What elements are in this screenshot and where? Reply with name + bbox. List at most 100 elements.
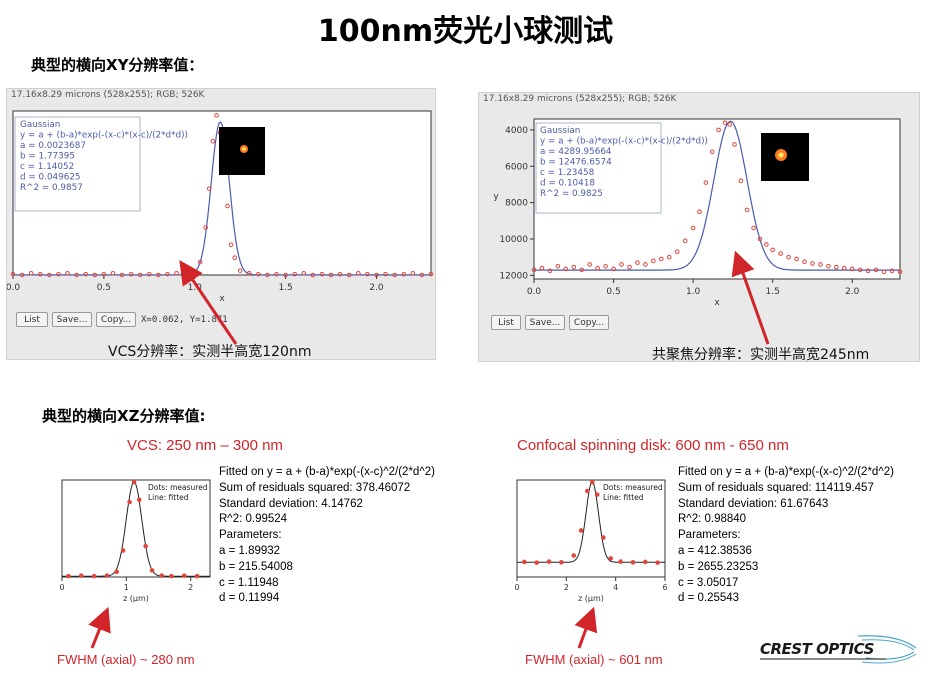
data-point [232,255,238,261]
data-point [194,573,200,579]
data-point [206,186,212,191]
vcs-axial-range: VCS: 250 nm – 300 nm [127,437,283,454]
data-point [37,271,43,277]
data-point [274,271,279,277]
chart-legend-entry: Line: fitted [603,493,644,502]
page-title: 100nm荧光小球测试 [317,14,614,49]
panel-header: 17.16x8.29 microns (528x255); RGB; 526K [483,94,677,104]
data-point [149,568,155,573]
y-tick-label: 6000 [505,162,528,172]
x-tick-label: 1 [124,583,129,592]
plot-area [516,479,666,578]
data-point [651,258,656,264]
data-point [79,573,84,578]
data-point [228,242,234,248]
data-point [28,270,34,276]
x-tick-label: 6 [662,583,667,592]
data-point [147,271,152,277]
data-point [643,262,648,267]
data-point [655,560,660,565]
data-point [392,272,397,278]
fit-param-line: R^2 = 0.9825 [540,189,603,199]
fit-param-line: c = 1.14052 [20,162,74,172]
data-point [203,225,208,230]
data-point [265,272,270,278]
data-point [346,272,352,278]
data-point [578,528,584,533]
copy-button[interactable]: Copy... [96,312,136,327]
data-point [627,264,632,270]
save-button[interactable]: Save... [52,312,92,327]
x-tick-label: 0.0 [527,287,542,297]
data-point [642,559,648,565]
data-point [585,488,590,494]
fit-legend-box [535,122,662,214]
vcs-fwhm: FWHM (axial) ~ 280 nm [57,652,195,667]
data-point [611,266,616,272]
y-tick-label: 10000 [499,235,528,245]
data-point [127,499,132,505]
list-button[interactable]: List [491,315,521,330]
data-point [214,113,219,118]
panel-header: 17.16x8.29 microns (528x255); RGB; 526K [11,90,205,100]
data-point [559,560,564,565]
logo-wordmark: CREST OPTICS [760,640,874,658]
data-point [10,271,16,277]
crest-optics-logo: CREST OPTICS [760,635,917,664]
data-point [292,271,297,277]
fit-param-line: d = 0.049625 [20,173,81,183]
copy-button[interactable]: Copy... [569,315,609,330]
data-point [778,251,783,256]
data-point [66,573,71,579]
x-tick-label: 1.5 [278,283,292,293]
fit-param-line: y = a + (b-a)*exp(-(x-c)*(x-c)/(2*d*d)) [20,131,188,141]
bead-core [242,147,246,151]
confocal-xy-profile-chart: 0.0 0.5 1.0 1.5 2.0 x 12000 10000 8000 6000 4000 y G… [493,118,903,308]
data-point [601,535,606,540]
data-point [246,270,252,276]
data-point [786,254,791,260]
data-point [337,271,343,277]
data-point [849,266,855,272]
x-tick-label: 1.0 [188,283,203,293]
y-axis-label: y [493,192,499,202]
data-point [328,272,334,278]
xz-heading: 典型的横向XZ分辨率值: [42,407,206,425]
data-point [137,272,143,278]
data-point [114,569,119,575]
data-point [589,479,595,485]
fit-param-line: y = a + (b-a)*exp(-(x-c)*(x-c)/(2*d*d)) [540,137,708,147]
data-point [165,271,170,277]
list-button[interactable]: List [16,312,48,327]
data-point [156,272,161,278]
data-point [594,492,600,497]
data-point [283,272,288,278]
data-point [873,267,879,273]
fit-param-line: d = 0.10418 [540,179,595,189]
data-point [174,270,179,276]
fit-param-line: a = 4289.95664 [540,147,612,157]
data-point [419,272,425,278]
data-point [534,560,540,565]
fit-legend-box [14,116,141,212]
data-point [659,256,664,262]
xy-heading: 典型的横向XY分辨率值： [31,56,204,74]
data-point [802,259,807,265]
data-point [374,272,379,278]
data-point [770,247,775,253]
x-tick-label: 2.0 [369,283,384,293]
data-point [128,271,134,277]
data-point [794,256,799,262]
data-point [751,225,756,231]
fit-param-line: a = 0.0023687 [20,141,86,151]
data-point [83,271,88,277]
save-button[interactable]: Save... [525,315,565,330]
fit-param-line: b = 12476.6574 [540,158,612,168]
data-point [104,573,110,578]
data-point [744,207,750,213]
x-tick-label: 0.0 [7,283,20,293]
fit-param-line: c = 1.23458 [540,168,594,178]
data-point [897,269,903,275]
fit-param-line: b = 1.77395 [20,152,75,162]
confocal-fit-results: Fitted on y = a + (b-a)*exp(-(x-c)^2/(2*… [678,466,894,605]
